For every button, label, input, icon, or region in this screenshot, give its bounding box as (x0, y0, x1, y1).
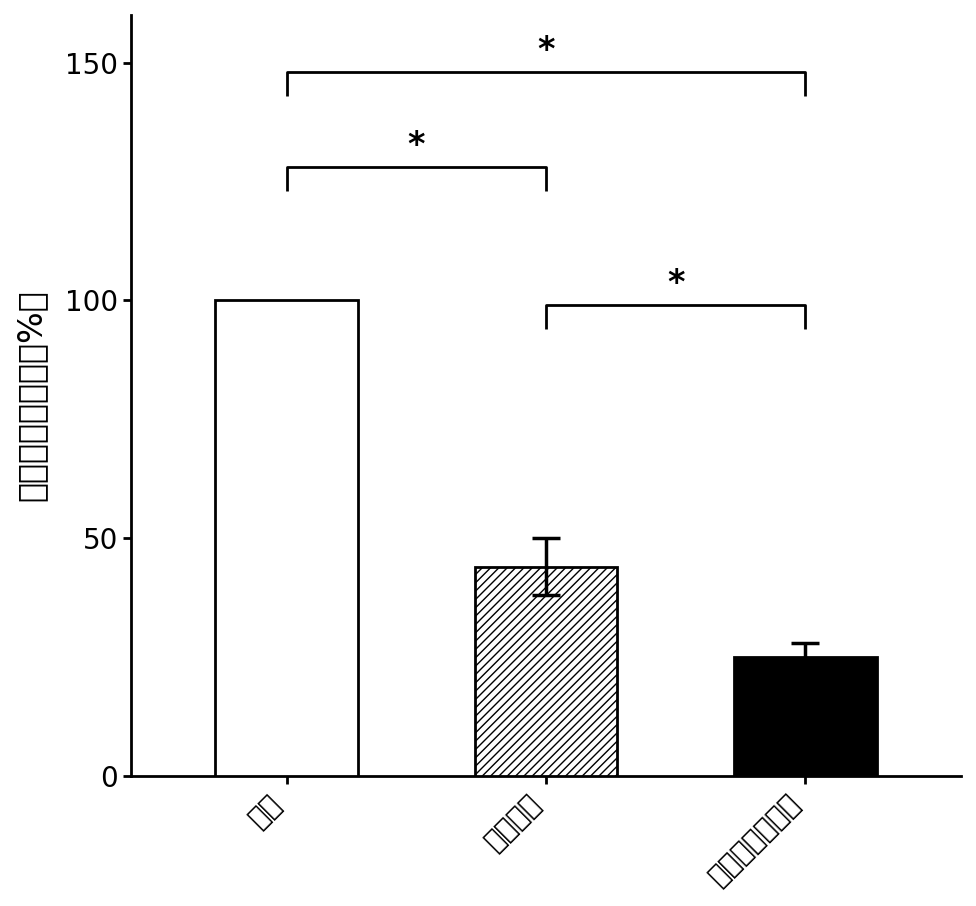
Text: *: * (537, 34, 554, 67)
Text: *: * (408, 130, 426, 162)
Y-axis label: 蛋白相对表达量（%）: 蛋白相对表达量（%） (15, 290, 48, 501)
Bar (474, 566, 618, 776)
Bar (216, 300, 358, 776)
Text: *: * (667, 267, 684, 300)
Bar (734, 657, 876, 776)
